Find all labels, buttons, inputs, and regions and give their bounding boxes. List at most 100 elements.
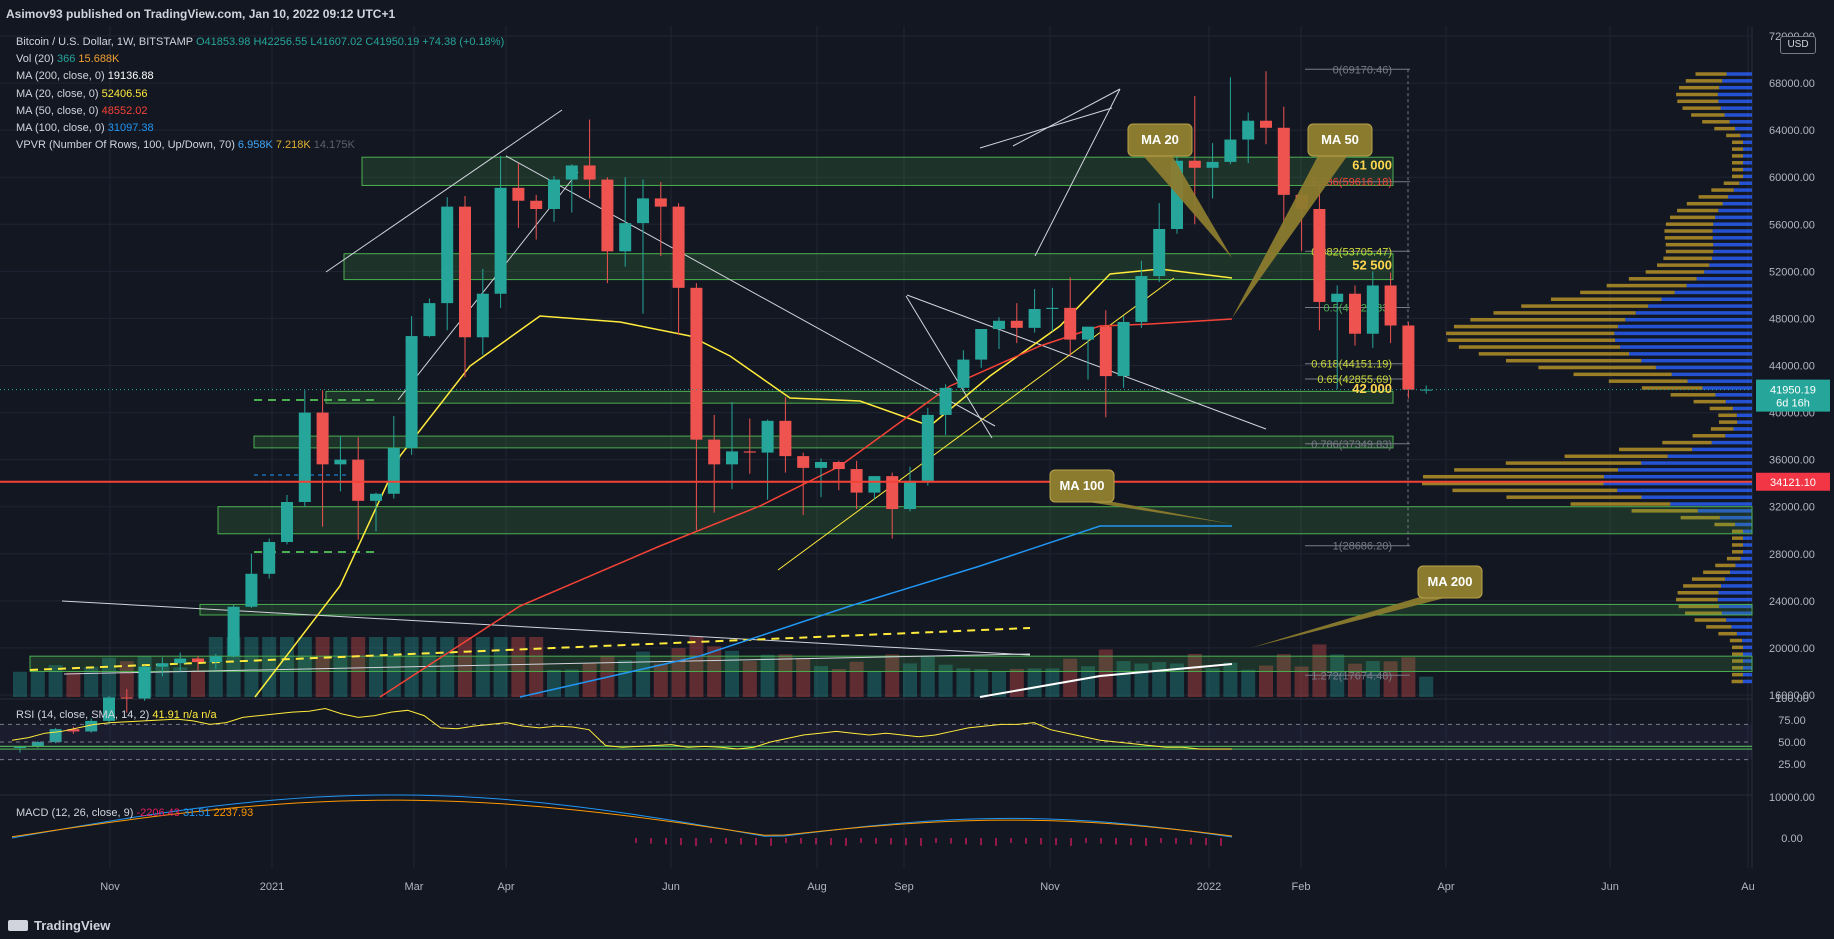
candle-body (1277, 127, 1290, 195)
time-tick-label: Aug (807, 881, 827, 893)
vpvr-up-bar (1711, 440, 1752, 445)
vpvr-up-bar (1715, 215, 1752, 220)
volume-bar (30, 672, 45, 697)
ma100-label: MA (100, close, 0) (16, 122, 105, 135)
time-tick-label: 2021 (260, 881, 284, 893)
ma100-legend-row[interactable]: MA (100, close, 0) 31097.38 (16, 120, 504, 137)
vpvr-down-bar (1606, 283, 1687, 288)
volume-bar (1365, 661, 1380, 697)
ma200-label: MA (200, close, 0) (16, 70, 105, 83)
callout-box (1049, 469, 1115, 503)
callout-pointer (1232, 152, 1350, 318)
vol-legend-row[interactable]: Vol (20) 366 15.688K (16, 51, 504, 68)
tradingview-logo[interactable]: TradingView (8, 918, 110, 933)
vpvr-down-bar (1691, 113, 1725, 117)
candle-body (1420, 389, 1433, 391)
volume-bar (742, 661, 757, 697)
volume-bar (66, 672, 81, 697)
currency-badge[interactable]: USD (1780, 36, 1816, 54)
volume-bar (1276, 654, 1291, 697)
vpvr-up-bar (1719, 85, 1752, 90)
volume-bars (13, 637, 1434, 697)
candle-body (512, 187, 525, 201)
time-tick-label: Nov (1040, 881, 1060, 893)
volume-bar (1259, 665, 1273, 697)
candle-body (601, 179, 614, 252)
level-label: 42 000 (1352, 381, 1392, 396)
level-label: 52 500 (1352, 257, 1392, 272)
vpvr-down-value: 7.218K (275, 139, 311, 152)
rsi-value: 41.91 (152, 709, 180, 721)
vpvr-down-bar (1506, 495, 1642, 499)
vpvr-legend-row[interactable]: VPVR (Number Of Rows, 100, Up/Down, 70) … (16, 137, 504, 154)
grid-lines (0, 26, 1753, 868)
trendline (1012, 88, 1121, 147)
vpvr-down-bar (1685, 79, 1723, 83)
vpvr-down-bar (1664, 236, 1713, 240)
candle-body (886, 476, 899, 510)
candle-body (904, 480, 916, 510)
candle-body (957, 359, 970, 388)
candle-body (761, 420, 774, 453)
vpvr-down-bar (1723, 181, 1740, 185)
vpvr-up-bar (1733, 427, 1752, 431)
volume-bar (1241, 669, 1256, 697)
vpvr-down-bar (1608, 379, 1688, 383)
trendline (1034, 88, 1121, 257)
vpvr-up-bar (1718, 208, 1752, 213)
rsi-tick-label: 75.00 (1778, 715, 1806, 727)
vpvr-up-bar (1724, 113, 1752, 117)
chart-area[interactable]: 0(69170.46) 0.236(59616.18) 0.382(53705.47… (0, 26, 1834, 912)
candle-body (1366, 285, 1379, 334)
vol-ma-value: 15.688K (78, 53, 120, 66)
vpvr-up-bar (1671, 372, 1752, 377)
chart-svg[interactable]: 0(69170.46) 0.236(59616.18) 0.382(53705.47… (0, 26, 1834, 912)
fib-label: 0.65(42855.69) (1317, 374, 1392, 386)
vpvr-up-bar (1641, 495, 1752, 499)
candle-body (1242, 120, 1255, 140)
vpvr-down-bar (1452, 488, 1618, 493)
vpvr-down-bar (1670, 393, 1716, 397)
vpvr-down-bar (1686, 201, 1723, 206)
volume-bar (244, 637, 259, 697)
vpvr-up-bar (1739, 181, 1752, 185)
rsi-legend[interactable]: RSI (14, close, SMA, 14, 2) 41.91 n/a n/… (16, 709, 217, 721)
vpvr-up-bar (1696, 277, 1752, 281)
vpvr-down-bar (1691, 577, 1725, 581)
vpvr-down-bar (1665, 222, 1714, 226)
macd-line-value: 31.51 (182, 807, 211, 819)
volume-bar (155, 667, 170, 697)
ohlc-close: C41950.19 (365, 36, 420, 48)
vpvr-down-bar (1677, 591, 1719, 595)
vpvr-down-bar (1693, 399, 1726, 404)
volume-bar (1063, 658, 1078, 697)
vpvr-up-bar (1712, 236, 1752, 240)
ma50-legend-row[interactable]: MA (50, close, 0) 48552.02 (16, 103, 504, 120)
candle-body (459, 206, 471, 338)
price-tick-label: 44000.00 (1769, 361, 1815, 373)
volume-bar (1383, 661, 1398, 697)
candle-body (316, 412, 329, 465)
vpvr-up-bar (1717, 597, 1752, 602)
callout-box (1127, 123, 1193, 157)
macd-legend[interactable]: MACD (12, 26, close, 9) -2206.43 31.51 2… (16, 807, 253, 819)
vpvr-up-bar (1743, 140, 1752, 145)
candle-body (993, 320, 1005, 330)
volume-bar (547, 669, 561, 697)
vpvr-down-bar (1657, 263, 1710, 267)
macd-signal-value: 2237.93 (213, 807, 254, 819)
vpvr-down-bar (1521, 304, 1649, 308)
volume-bar (48, 665, 63, 697)
vpvr-up-bar (1661, 297, 1752, 302)
ma200-legend-row[interactable]: MA (200, close, 0) 19136.88 (16, 68, 504, 85)
price-tick-label: 60000.00 (1769, 172, 1815, 184)
vpvr-up-bar (1725, 399, 1752, 404)
vpvr-down-bar (1732, 666, 1743, 670)
ohlc-change: +74.38 (+0.18%) (422, 36, 505, 48)
symbol-legend-row[interactable]: Bitcoin / U.S. Dollar, 1W, BITSTAMP O418… (16, 34, 504, 51)
candle-body (192, 658, 204, 663)
vpvr-down-bar (1731, 679, 1743, 684)
callout-pointer (1062, 498, 1232, 524)
ma20-legend-row[interactable]: MA (20, close, 0) 52406.56 (16, 86, 504, 103)
candle-body (797, 456, 810, 468)
